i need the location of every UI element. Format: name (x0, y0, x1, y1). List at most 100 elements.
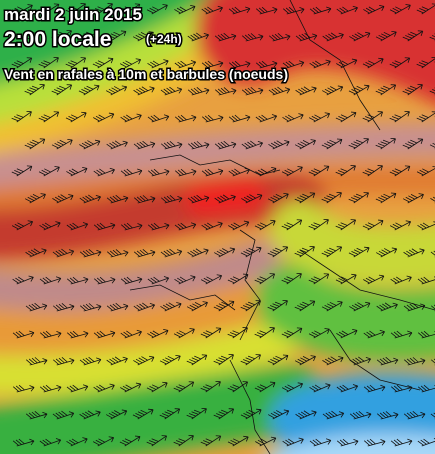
wind-barb (214, 140, 237, 150)
wind-barb (348, 192, 369, 204)
wind-barb (120, 382, 142, 393)
wind-barb (267, 246, 289, 258)
wind-barb (52, 194, 74, 204)
wind-barb (336, 384, 359, 393)
wind-barb (213, 300, 235, 312)
wind-barb (213, 354, 234, 366)
wind-barb (294, 355, 316, 366)
wind-barb (200, 274, 223, 285)
wind-barb (254, 273, 275, 285)
wind-barb (66, 330, 89, 339)
wind-barb (92, 3, 113, 15)
wind-barb (322, 356, 344, 366)
wind-barb (241, 193, 263, 204)
wind-barb (281, 273, 302, 285)
wind-barb (321, 246, 343, 258)
wind-barb (119, 435, 141, 447)
wind-barb (375, 84, 397, 96)
wind-barb (309, 383, 331, 393)
wind-barb (228, 167, 250, 177)
wind-barbs (11, 3, 435, 447)
wind-barb (240, 408, 262, 420)
wind-barb (363, 384, 386, 393)
wind-barb (335, 165, 356, 177)
wind-barb (282, 437, 304, 447)
wind-barb (268, 33, 291, 42)
wind-barb (322, 410, 345, 420)
wind-barb (25, 357, 48, 366)
wind-barb (429, 139, 435, 150)
wind-barb (174, 168, 197, 177)
wind-barb (51, 84, 73, 96)
wind-barb (335, 273, 357, 285)
wind-barb (160, 141, 183, 150)
wind-barb (363, 4, 385, 15)
wind-barb (147, 59, 169, 69)
wind-barb (120, 222, 143, 231)
wind-barb (349, 356, 371, 366)
wind-barb (255, 114, 278, 123)
wind-barb (11, 111, 32, 123)
wind-barb (390, 275, 412, 285)
wind-barb (38, 3, 60, 15)
wind-barb (214, 194, 236, 204)
wind-barb (147, 328, 169, 339)
wind-barb (119, 58, 141, 69)
wind-barb (348, 138, 369, 150)
wind-barb (309, 438, 332, 447)
wind-barb (268, 86, 291, 96)
wind-barb (79, 356, 102, 366)
wind-barb (282, 113, 304, 123)
wind-barb (349, 301, 371, 312)
wind-barb (201, 114, 224, 123)
wind-barb (79, 248, 102, 258)
wind-barb (376, 302, 398, 312)
wind-barb (160, 86, 183, 96)
wind-barb (187, 194, 210, 204)
wind-barb (159, 355, 181, 366)
wind-barb (335, 111, 357, 123)
wind-barb (106, 140, 128, 150)
wind-barb (389, 111, 410, 123)
wind-barb (174, 275, 196, 285)
wind-barb (254, 327, 275, 339)
wind-barb (106, 409, 128, 420)
wind-barb (376, 356, 399, 366)
wind-barb (389, 57, 411, 69)
wind-barb (66, 222, 89, 231)
wind-barb (65, 111, 87, 123)
wind-barb (173, 435, 194, 447)
wind-barb (417, 384, 435, 393)
wind-barb (146, 435, 167, 447)
wind-barb (416, 57, 435, 69)
wind-barb (430, 410, 435, 420)
wind-barb (430, 194, 435, 204)
wind-barb (389, 165, 411, 177)
wind-barb (321, 301, 343, 312)
wind-barb (240, 300, 261, 312)
wind-barb (362, 165, 383, 177)
wind-barb (52, 357, 75, 366)
wind-barb (106, 356, 128, 366)
wind-barb (187, 141, 210, 150)
wind-barb (241, 140, 263, 150)
wind-barb (186, 408, 207, 420)
wind-barb (12, 275, 34, 285)
wind-barb (281, 327, 303, 339)
wind-barb (362, 219, 384, 231)
wind-barb (79, 303, 102, 312)
wind-barb (186, 301, 208, 312)
wind-barb (92, 436, 115, 447)
wind-barb (132, 31, 154, 42)
wind-barb (11, 57, 33, 69)
wind-barb (336, 58, 358, 69)
wind-barb (173, 381, 195, 393)
wind-barb (227, 381, 248, 393)
wind-barb (66, 384, 89, 393)
wind-barb (429, 84, 435, 96)
wind-barb (24, 84, 45, 96)
wind-barb (160, 248, 183, 258)
wind-barb (78, 84, 100, 96)
wind-barb (281, 166, 303, 177)
